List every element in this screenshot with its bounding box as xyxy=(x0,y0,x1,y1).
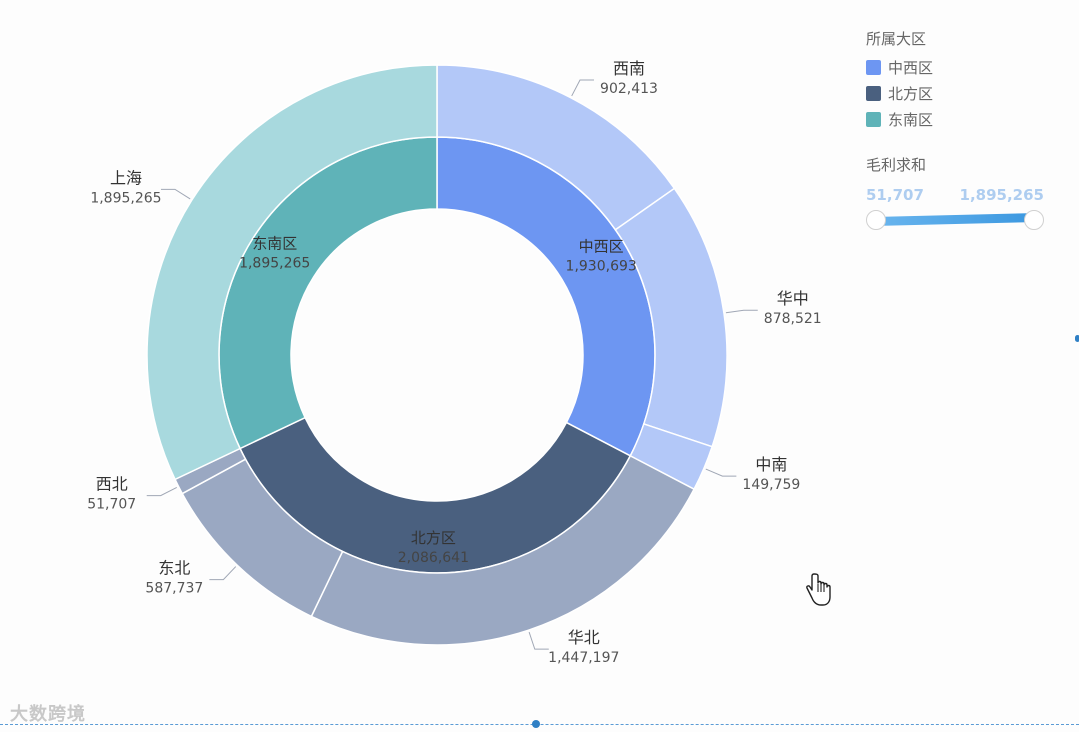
range-slider[interactable] xyxy=(866,210,1044,232)
legend-label: 北方区 xyxy=(888,84,934,103)
leader-line xyxy=(725,309,758,314)
legend-title: 所属大区 xyxy=(866,30,927,48)
outer-ring xyxy=(146,64,728,646)
range-filter: 毛利求和 51,707 1,895,265 xyxy=(866,154,1044,232)
outer-label-name: 华中 xyxy=(777,289,809,308)
inner-ring xyxy=(218,136,656,574)
outer-label-value: 1,447,197 xyxy=(548,650,619,666)
watermark: 大数跨境 xyxy=(10,704,86,725)
bottom-resize-handle[interactable] xyxy=(532,720,540,728)
inner-label-value: 1,895,265 xyxy=(239,255,310,271)
leader-line xyxy=(146,486,177,497)
inner-label-name: 北方区 xyxy=(411,529,456,547)
leader-line xyxy=(571,79,595,97)
leader-line xyxy=(528,631,549,650)
range-slider-fill xyxy=(876,213,1032,226)
range-filter-title: 毛利求和 xyxy=(866,156,927,174)
inner-label-name: 中西区 xyxy=(579,237,624,255)
inner-label-name: 东南区 xyxy=(252,234,297,252)
legend-label: 东南区 xyxy=(888,110,934,129)
chart-labels: 中西区 1,930,693 北方区 2,086,641 东南区 1,895,265 西南 90… xyxy=(87,59,821,666)
leader-line xyxy=(160,188,191,200)
legend-label: 中西区 xyxy=(888,58,934,77)
legend-item-zhongxi[interactable]: 中西区 xyxy=(866,54,933,80)
inner-label-value: 2,086,641 xyxy=(398,550,469,566)
range-min-handle[interactable] xyxy=(866,210,886,230)
legend-item-beifang[interactable]: 北方区 xyxy=(866,80,933,106)
outer-label-name: 华北 xyxy=(568,628,600,647)
outer-label-name: 中南 xyxy=(755,455,787,474)
outer-label-value: 902,413 xyxy=(600,81,658,97)
outer-label-name: 东北 xyxy=(158,559,190,578)
outer-label-value: 878,521 xyxy=(764,311,822,327)
leader-lines xyxy=(146,79,758,650)
outer-label-value: 1,895,265 xyxy=(90,190,161,206)
hand-cursor-icon xyxy=(806,573,831,606)
outer-label-value: 51,707 xyxy=(87,497,136,513)
inner-label-value: 1,930,693 xyxy=(566,258,637,274)
outer-label-name: 西北 xyxy=(96,475,128,494)
range-filter-values: 51,707 1,895,265 xyxy=(866,186,1044,204)
outer-label-name: 西南 xyxy=(613,59,645,78)
range-min-value: 51,707 xyxy=(866,186,924,204)
outer-label-name: 上海 xyxy=(110,168,142,187)
outer-label-value: 149,759 xyxy=(742,477,800,493)
resize-handle[interactable] xyxy=(1075,335,1079,342)
legend: 所属大区 中西区 北方区 东南区 xyxy=(866,28,933,132)
legend-item-dongnan[interactable]: 东南区 xyxy=(866,106,933,132)
outer-label-value: 587,737 xyxy=(145,581,203,597)
outer-slice-6[interactable] xyxy=(146,64,438,481)
legend-swatch xyxy=(866,85,881,101)
leader-line xyxy=(209,566,237,581)
range-max-handle[interactable] xyxy=(1024,210,1044,230)
range-max-value: 1,895,265 xyxy=(959,186,1044,204)
leader-line xyxy=(705,468,737,477)
legend-swatch xyxy=(866,59,881,75)
legend-swatch xyxy=(866,111,881,127)
